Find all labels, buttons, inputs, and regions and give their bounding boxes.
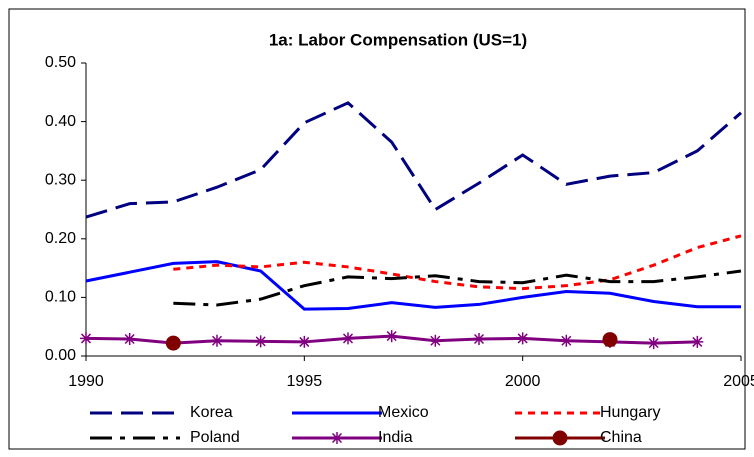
- chart-border: [8, 8, 746, 450]
- data-point: [560, 334, 573, 347]
- data-point: [647, 337, 660, 350]
- data-point: [385, 330, 398, 343]
- series-line: [173, 269, 742, 307]
- x-tick-label: 1990: [68, 373, 104, 390]
- legend-label: Hungary: [600, 404, 660, 421]
- series-line: [85, 101, 742, 219]
- y-tick-label: 0.20: [45, 230, 76, 247]
- legend-label: China: [600, 429, 642, 446]
- y-tick-label: 0.00: [45, 347, 76, 364]
- x-tick-label: 1995: [287, 373, 323, 390]
- data-point: [123, 333, 136, 346]
- legend-marker: [331, 432, 343, 444]
- legend-label: India: [378, 429, 413, 446]
- legend-label: Poland: [190, 429, 240, 446]
- data-point: [342, 332, 354, 345]
- data-point: [80, 332, 92, 345]
- data-point: [254, 335, 267, 348]
- data-point: [165, 335, 181, 351]
- series-line: [85, 260, 741, 311]
- chart-title: 1a: Labor Compensation (US=1): [269, 30, 527, 49]
- data-point: [516, 332, 529, 345]
- legend-label: Korea: [190, 404, 233, 421]
- y-tick-label: 0.50: [45, 54, 76, 71]
- data-point: [602, 332, 618, 348]
- data-point: [473, 333, 485, 346]
- data-point: [429, 334, 442, 347]
- y-tick-label: 0.10: [45, 289, 76, 306]
- data-point: [298, 335, 311, 348]
- x-tick-label: 2005: [723, 373, 754, 390]
- series-line: [173, 234, 742, 291]
- legend-label: Mexico: [378, 404, 429, 421]
- legend-marker: [552, 430, 568, 446]
- data-point: [691, 335, 704, 348]
- y-tick-label: 0.30: [45, 171, 76, 188]
- y-tick-label: 0.40: [45, 113, 76, 130]
- x-tick-label: 2000: [505, 373, 541, 390]
- data-point: [211, 334, 223, 347]
